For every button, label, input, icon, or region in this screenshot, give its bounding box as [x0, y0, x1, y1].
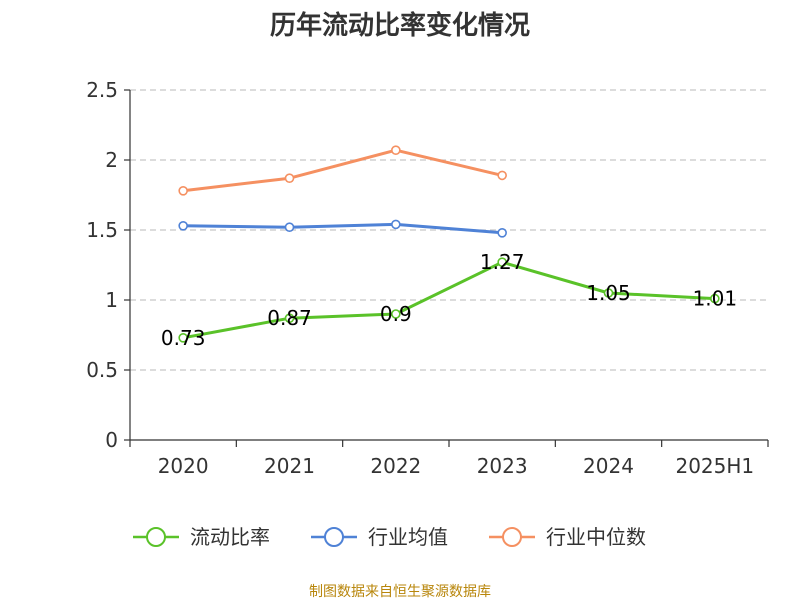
data-point [284, 313, 295, 324]
x-tick-label: 2023 [477, 454, 528, 478]
data-label-layer: 0.73 0.87 0.9 1.27 1.05 1.01 [161, 250, 737, 350]
data-point [497, 257, 507, 268]
legend-label-1: 行业均值 [368, 525, 448, 549]
data-point [710, 293, 720, 304]
y-tick-label: 1 [105, 288, 118, 312]
y-tick-label: 1.5 [86, 218, 118, 242]
grid-layer [130, 89, 768, 371]
series-line-2 [181, 148, 504, 193]
chart-title: 历年流动比率变化情况 [270, 10, 530, 41]
data-point [178, 332, 188, 343]
legend-marker-0 [146, 527, 166, 547]
series-line-1 [181, 222, 504, 235]
data-label: 0.9 [380, 302, 412, 326]
data-point [603, 288, 614, 298]
legend-marker-2 [502, 527, 522, 547]
data-point [178, 221, 188, 231]
series-layer [178, 145, 720, 343]
series-line-0 [181, 260, 717, 340]
data-point [391, 309, 401, 319]
x-tick-label: 2024 [583, 454, 634, 478]
data-point [497, 228, 507, 238]
source-note: 制图数据来自恒生聚源数据库 [309, 584, 491, 600]
legend: 流动比率 行业均值 行业中位数 [133, 525, 646, 549]
data-label: 1.01 [693, 287, 738, 311]
legend-label-2: 行业中位数 [546, 525, 646, 549]
data-label: 0.73 [161, 326, 206, 350]
x-tick-label: 2025H1 [675, 454, 754, 478]
y-tick-label: 2 [105, 148, 118, 172]
x-tick-label: 2021 [264, 454, 315, 478]
x-tick-label: 2022 [370, 454, 421, 478]
y-tick-label: 2.5 [86, 78, 118, 102]
data-label: 1.27 [480, 250, 525, 274]
data-point [284, 173, 295, 183]
y-tick-label: 0 [105, 428, 118, 452]
data-point [391, 145, 401, 155]
data-point [497, 170, 507, 181]
legend-label-0: 流动比率 [190, 525, 270, 549]
axis-layer: 0 0.5 1 1.5 2 2.5 2020 2021 2022 2023 2024 2025H1 [86, 78, 769, 478]
y-tick-label: 0.5 [86, 358, 118, 382]
data-label: 1.05 [586, 281, 631, 305]
x-tick-label: 2020 [158, 454, 209, 478]
data-point [284, 222, 295, 232]
legend-marker-1 [324, 527, 344, 547]
data-label: 0.87 [267, 306, 312, 330]
data-point [178, 186, 188, 196]
data-point [391, 219, 401, 230]
